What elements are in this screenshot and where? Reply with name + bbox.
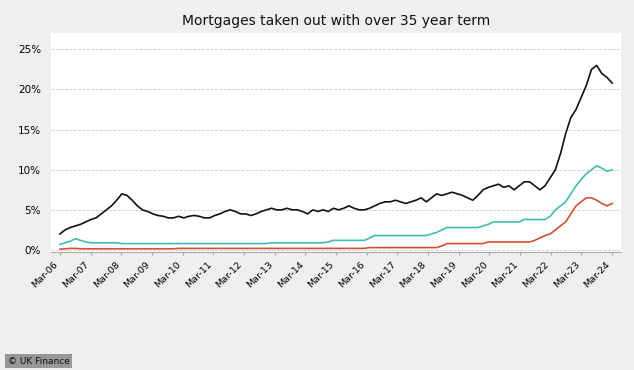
Remortgagors (495, 240, 502, 244)
Movers (56, 242, 64, 246)
Movers (113, 240, 120, 245)
Movers (603, 169, 611, 174)
FTBs (608, 81, 616, 85)
Line: Remortgagors: Remortgagors (60, 198, 612, 249)
Movers (495, 220, 502, 224)
Remortgagors (144, 246, 152, 251)
Remortgagors (531, 238, 538, 243)
Movers (593, 164, 600, 168)
FTBs (314, 209, 322, 214)
Text: © UK Finance: © UK Finance (8, 357, 70, 366)
Title: Mortgages taken out with over 35 year term: Mortgages taken out with over 35 year te… (182, 14, 490, 28)
FTBs (144, 209, 152, 214)
Remortgagors (113, 246, 120, 251)
FTBs (495, 182, 502, 186)
FTBs (56, 232, 64, 236)
Movers (144, 241, 152, 246)
FTBs (531, 184, 538, 188)
Line: Movers: Movers (60, 166, 612, 244)
FTBs (603, 75, 611, 80)
Remortgagors (583, 196, 590, 200)
Movers (314, 240, 322, 245)
FTBs (593, 63, 600, 68)
Remortgagors (56, 247, 64, 251)
Remortgagors (608, 201, 616, 206)
Movers (608, 168, 616, 172)
Remortgagors (314, 246, 322, 250)
Movers (531, 217, 538, 222)
Remortgagors (603, 204, 611, 208)
FTBs (113, 198, 120, 202)
Line: FTBs: FTBs (60, 65, 612, 234)
